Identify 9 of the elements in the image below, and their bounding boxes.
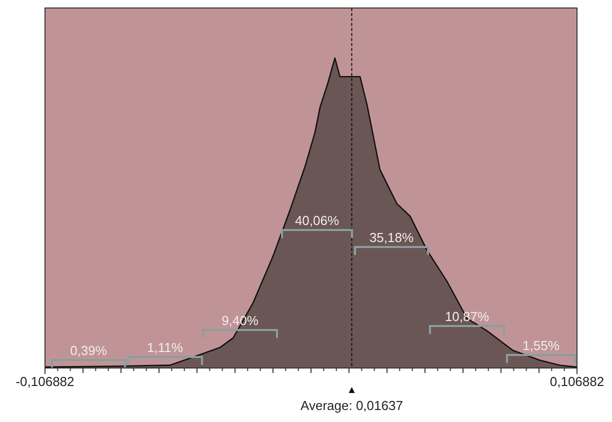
ref-line-label: Average: 0,01637	[300, 398, 403, 413]
annotation: 0,39%	[70, 343, 108, 358]
annotation: 35,18%	[369, 230, 414, 245]
annotation: 1,11%	[147, 340, 184, 355]
x-tick-label: -0,106882	[16, 374, 74, 389]
annotation: 1,55%	[522, 338, 560, 353]
x-tick-label: 0,106882	[550, 374, 604, 389]
annotation: 40,06%	[294, 213, 340, 228]
annotation: 10,87%	[444, 309, 490, 324]
